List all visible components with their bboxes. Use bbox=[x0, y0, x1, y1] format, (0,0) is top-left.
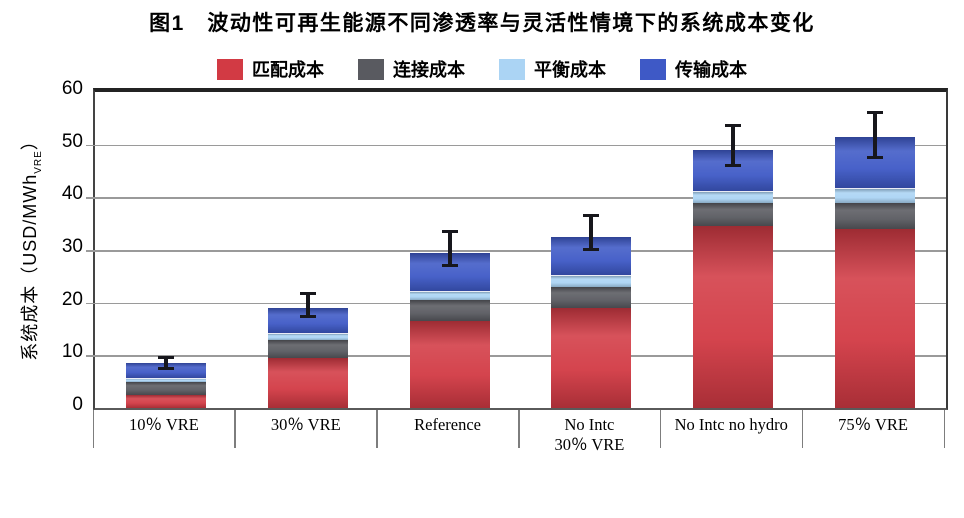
legend-label: 连接成本 bbox=[393, 60, 465, 80]
x-tick-separator bbox=[943, 410, 945, 448]
x-tick-separator bbox=[234, 410, 236, 448]
legend-swatch bbox=[358, 58, 384, 80]
legend-swatch bbox=[640, 58, 666, 80]
y-axis-tick-mark bbox=[86, 355, 95, 357]
bar-segment bbox=[267, 339, 348, 358]
legend-label: 平衡成本 bbox=[534, 60, 606, 80]
x-axis-labels: 10％ VRE 30％ VRE Reference No Intc 30％ VRE No … bbox=[92, 410, 945, 460]
bar-segment bbox=[267, 334, 348, 340]
error-bar-cap-bottom bbox=[867, 155, 884, 159]
y-tick-label: 20 bbox=[61, 288, 83, 310]
y-tick-label: 50 bbox=[61, 130, 83, 152]
error-bar-cap-top bbox=[441, 229, 458, 233]
bar-segment bbox=[693, 192, 774, 203]
bar-segment bbox=[409, 321, 490, 408]
bar-segment bbox=[125, 381, 206, 395]
error-bar-cap-top bbox=[157, 355, 174, 359]
error-bar-stem bbox=[447, 231, 452, 266]
x-tick-label: 10％ VRE bbox=[129, 415, 199, 434]
x-tick-label: 75％ VRE bbox=[838, 415, 908, 434]
x-tick-separator bbox=[659, 410, 662, 448]
legend-label: 匹配成本 bbox=[252, 60, 324, 80]
bar-segment bbox=[551, 236, 632, 277]
y-axis-title-subscript: VRE bbox=[32, 150, 44, 174]
y-tick-label: 0 bbox=[72, 394, 83, 415]
bar-segment bbox=[835, 228, 916, 408]
y-tick-label: 30 bbox=[61, 236, 83, 257]
error-bar-cap-bottom bbox=[157, 366, 174, 370]
error-bar-cap-bottom bbox=[583, 248, 600, 251]
gridline bbox=[95, 355, 946, 357]
y-axis-tick-mark bbox=[86, 250, 95, 252]
legend-item: 匹配成本 bbox=[217, 56, 324, 82]
error-bar-cap-top bbox=[583, 213, 600, 217]
x-tick-separator bbox=[518, 410, 520, 448]
bar-segment bbox=[693, 202, 774, 227]
gridline bbox=[95, 144, 946, 147]
x-tick-separator bbox=[801, 410, 804, 448]
error-bar-stem bbox=[731, 126, 736, 166]
legend-item: 传输成本 bbox=[640, 56, 747, 82]
bar-segment bbox=[551, 307, 632, 408]
bar-segment bbox=[835, 202, 916, 229]
error-bar-cap-top bbox=[725, 124, 742, 128]
bar-segment bbox=[409, 292, 490, 301]
error-bar-stem bbox=[589, 215, 594, 250]
error-bar-stem bbox=[163, 357, 168, 369]
plot-area bbox=[86, 88, 948, 410]
bar-segment bbox=[693, 226, 774, 408]
bar-segment bbox=[551, 276, 632, 287]
y-axis-tick-mark bbox=[86, 197, 95, 199]
bar-segment bbox=[125, 379, 206, 382]
error-bar-cap-top bbox=[299, 291, 316, 295]
legend-item: 连接成本 bbox=[358, 56, 465, 82]
x-tick-label: No Intc no hydro bbox=[674, 415, 788, 434]
bar-segment bbox=[125, 394, 206, 408]
legend-item: 平衡成本 bbox=[499, 56, 606, 82]
footer: 公众号 中国国情国力杂志 资料来源: 国际经济合作贸易组织 (OECD) 和国际… bbox=[0, 458, 964, 518]
legend-swatch bbox=[217, 58, 243, 80]
legend: 匹配成本 连接成本 平衡成本 传输成本 bbox=[0, 56, 964, 82]
bar-segment bbox=[409, 300, 490, 322]
y-tick-label: 40 bbox=[61, 183, 83, 205]
bar-segment bbox=[125, 363, 206, 380]
figure-title: 图1 波动性可再生能源不同渗透率与灵活性情境下的系统成本变化 bbox=[149, 12, 815, 35]
error-bar-stem bbox=[873, 113, 878, 158]
y-axis-tick-mark bbox=[86, 144, 95, 147]
x-tick-separator bbox=[92, 410, 94, 448]
legend-label: 传输成本 bbox=[675, 60, 747, 80]
bar-segment bbox=[835, 189, 916, 203]
error-bar-cap-bottom bbox=[725, 163, 742, 167]
gridline bbox=[95, 250, 946, 252]
error-bar-cap-bottom bbox=[299, 314, 316, 318]
y-tick-label: 60 bbox=[61, 78, 83, 99]
gridline bbox=[95, 302, 946, 305]
gridline bbox=[95, 197, 946, 199]
y-tick-label: 10 bbox=[61, 341, 83, 363]
bar-segment bbox=[551, 286, 632, 308]
x-tick-label: 30％ VRE bbox=[270, 415, 341, 434]
legend-swatch bbox=[499, 58, 525, 80]
error-bar-cap-top bbox=[867, 111, 884, 115]
error-bar-cap-bottom bbox=[441, 263, 458, 267]
error-bar-stem bbox=[305, 293, 310, 317]
y-axis-tick-mark bbox=[86, 302, 95, 305]
bar-segment bbox=[267, 357, 348, 408]
x-tick-separator bbox=[376, 410, 378, 448]
x-tick-label: No Intc 30％ VRE bbox=[554, 415, 625, 454]
x-tick-label: Reference bbox=[414, 415, 481, 434]
